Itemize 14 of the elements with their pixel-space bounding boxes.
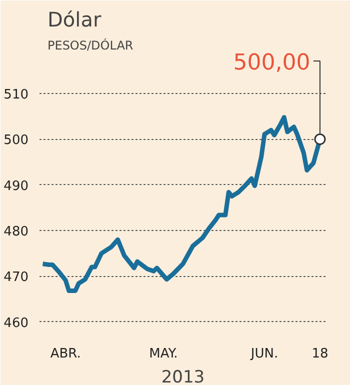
y-tick-label: 460 [4,316,29,331]
x-tick-label: 18 [312,346,328,362]
chart-title: Dólar [48,8,102,32]
y-tick-label: 510 [4,88,29,103]
y-tick-label: 480 [4,224,29,240]
y-tick-label: 470 [4,270,29,286]
x-tick-label: JUN. [250,346,278,362]
x-tick-label: ABR. [50,346,81,362]
annotation: 500,00 [233,50,310,76]
y-tick-label: 500 [4,133,29,148]
y-tick-label: 490 [4,178,29,194]
y-axis-title: PESOS/DÓLAR [48,38,134,52]
x-axis-title: 2013 [161,368,205,385]
x-tick-label: MAY. [149,346,178,362]
